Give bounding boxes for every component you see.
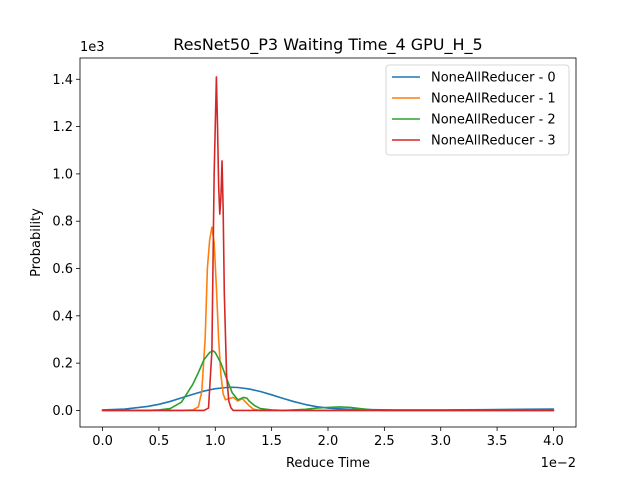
y-tick-label: 1.0 [52, 167, 73, 182]
legend: NoneAllReducer - 0 NoneAllReducer - 1 None… [385, 64, 570, 156]
legend-label: NoneAllReducer - 1 [431, 92, 556, 107]
x-tick-label: 1.0 [205, 434, 226, 449]
axis-ticks: 0.0 0.5 1.0 1.5 2.0 2.5 3.0 3.5 4.0 0.0 0.2 0.4 0.6 0… [52, 73, 563, 449]
x-tick-label: 0.0 [92, 434, 113, 449]
x-offset-label: 1e−2 [541, 456, 576, 471]
y-tick-label: 0.4 [52, 309, 73, 324]
legend-box [385, 64, 570, 156]
series-line-2 [101, 350, 555, 412]
series-line-3 [101, 76, 555, 412]
y-tick-label: 0.6 [52, 262, 73, 277]
y-offset-label: 1e3 [80, 40, 105, 55]
legend-label: NoneAllReducer - 3 [431, 134, 556, 149]
x-tick-label: 1.5 [261, 434, 282, 449]
y-tick-label: 0.0 [52, 404, 73, 419]
x-tick-label: 2.5 [374, 434, 395, 449]
x-tick-label: 4.0 [543, 434, 564, 449]
plot-frame [79, 57, 577, 428]
x-tick-label: 0.5 [149, 434, 170, 449]
series-lines [101, 76, 555, 412]
legend-label: NoneAllReducer - 2 [431, 113, 556, 128]
legend-label: NoneAllReducer - 0 [431, 71, 556, 86]
y-tick-label: 1.2 [52, 120, 73, 135]
y-tick-label: 1.4 [52, 73, 73, 88]
y-tick-label: 0.8 [52, 215, 73, 230]
x-tick-label: 3.5 [487, 434, 508, 449]
y-axis-label: Probability [29, 208, 44, 277]
x-tick-label: 2.0 [318, 434, 339, 449]
x-axis-label: Reduce Time [286, 456, 370, 471]
y-tick-label: 0.2 [52, 357, 73, 372]
chart-title: ResNet50_P3 Waiting Time_4 GPU_H_5 [173, 35, 482, 55]
x-tick-label: 3.0 [430, 434, 451, 449]
